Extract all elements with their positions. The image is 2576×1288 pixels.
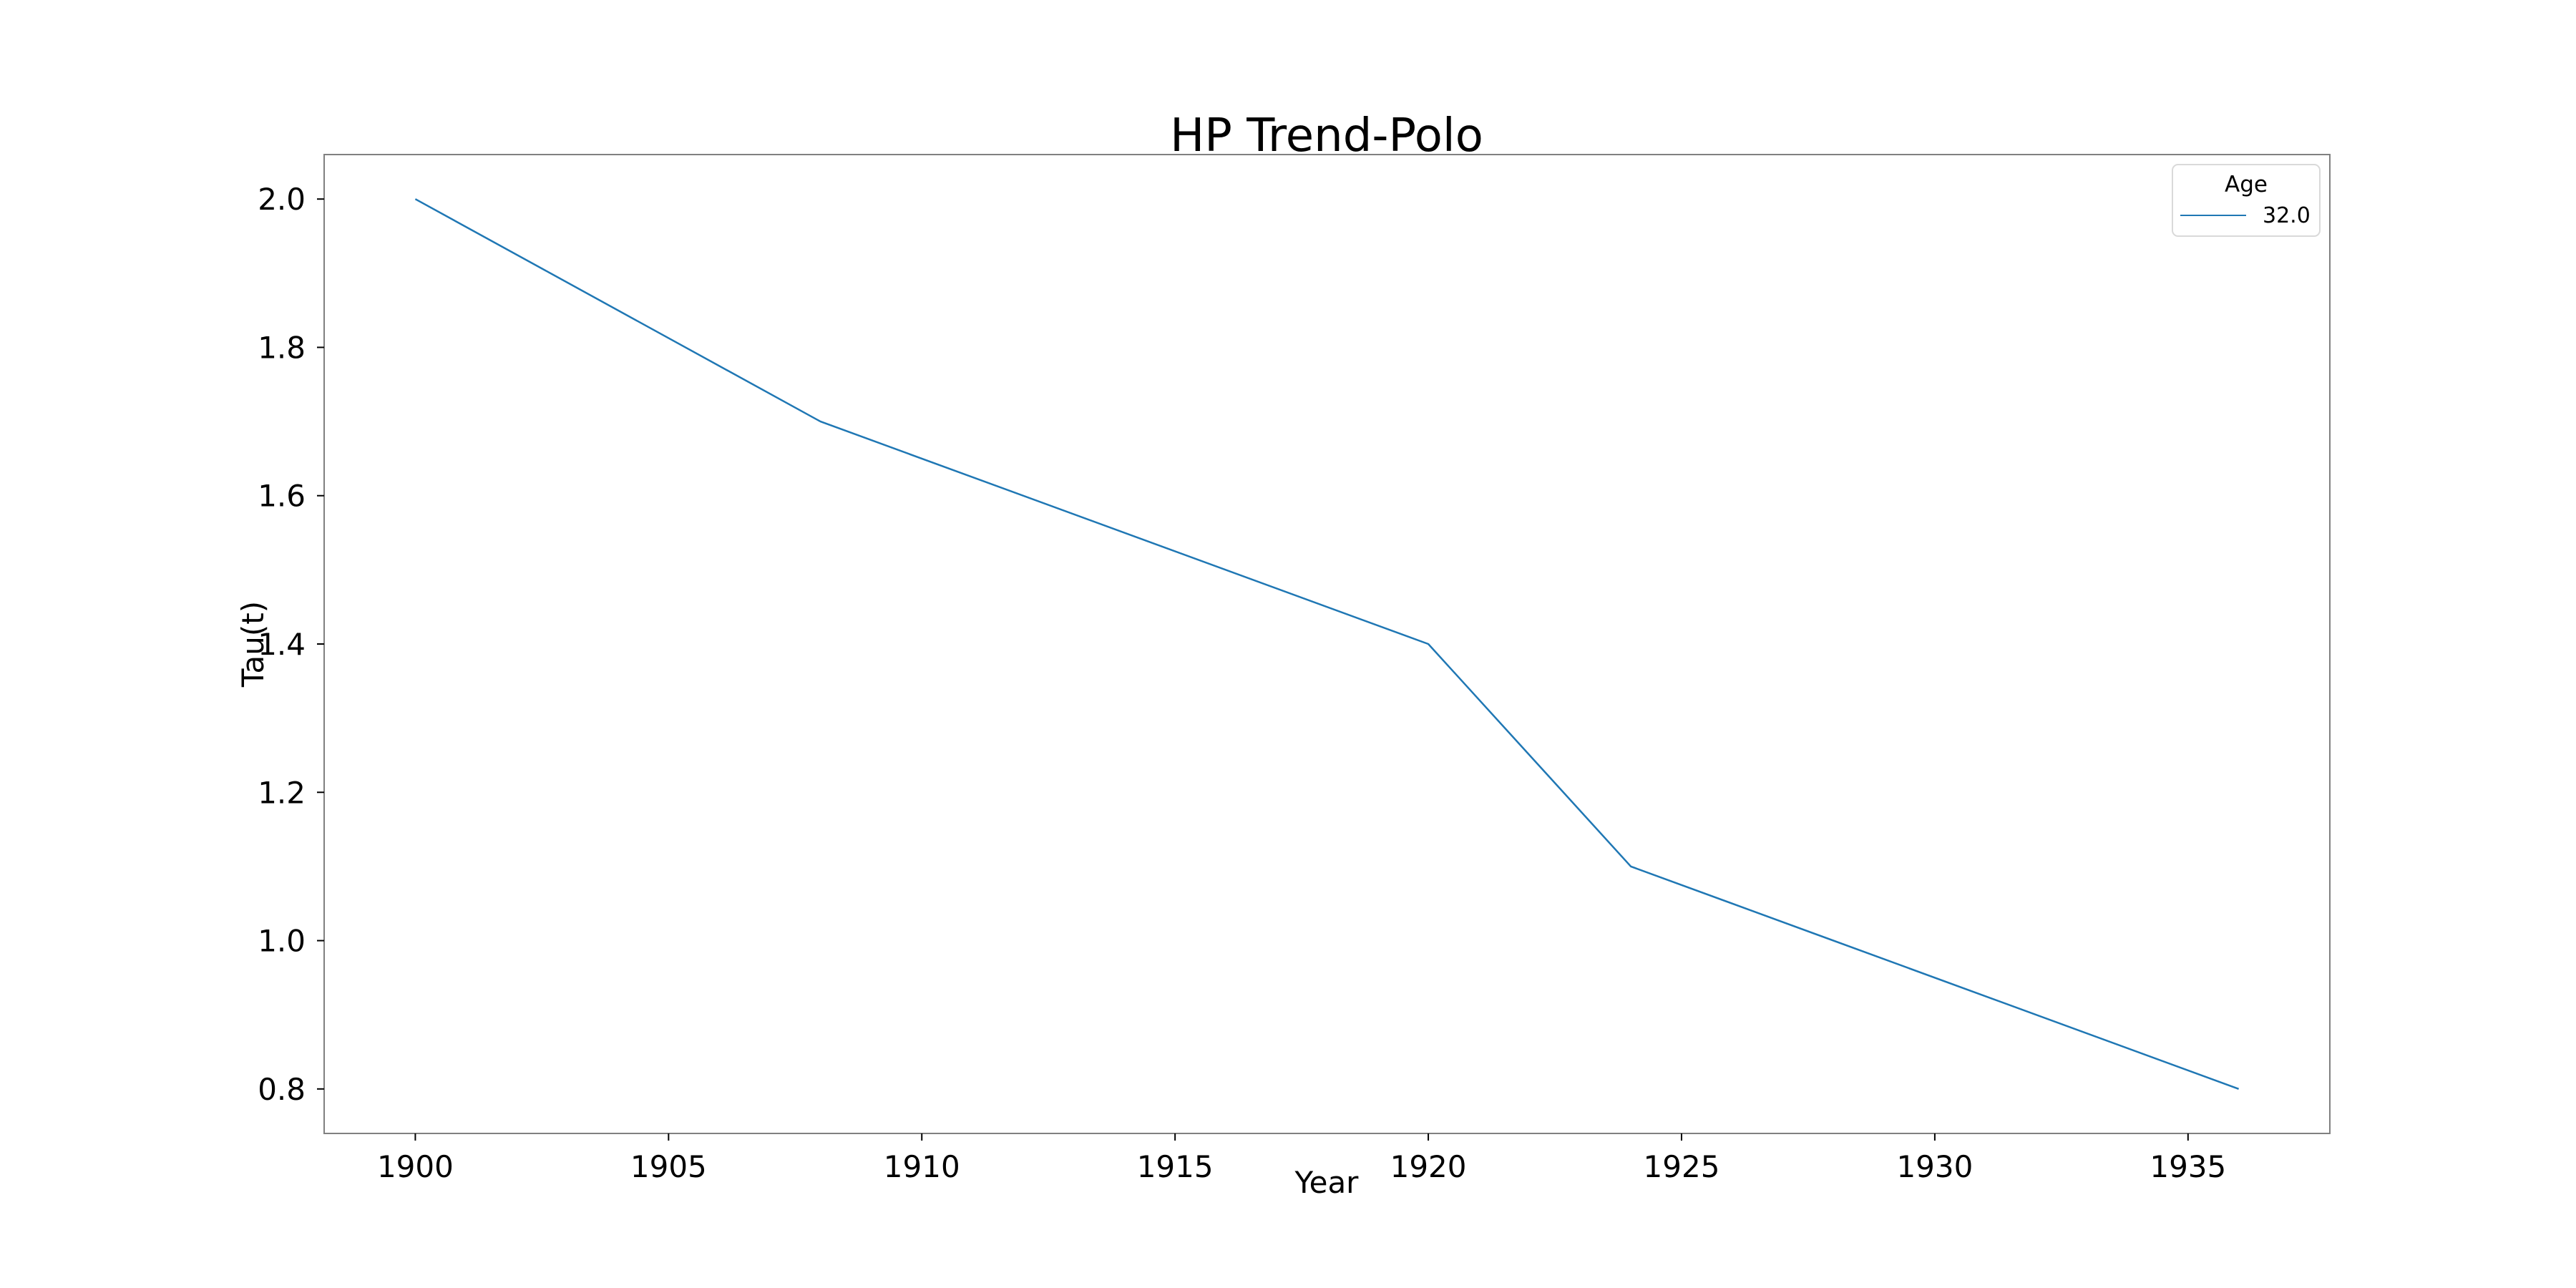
x-tick-label: 1900 (377, 1149, 454, 1184)
series-layer (414, 198, 2240, 1090)
y-axis-label: Tau(t) (235, 601, 270, 688)
series-line-0 (414, 198, 2240, 1090)
x-tick-label: 1930 (1896, 1149, 1973, 1184)
x-tick-label: 1910 (884, 1149, 960, 1184)
x-tick-label: 1925 (1644, 1149, 1720, 1184)
x-axis: 1900 1905 1910 1915 1920 1925 1930 1935 (377, 1133, 2226, 1184)
x-tick-label: 1905 (630, 1149, 707, 1184)
legend-series-label: 32.0 (2263, 203, 2311, 228)
legend-box (2172, 164, 2321, 237)
y-tick-label: 2.0 (258, 182, 306, 217)
legend-title: Age (2225, 172, 2268, 197)
y-tick-label: 1.8 (258, 330, 306, 365)
y-tick-label: 1.2 (258, 775, 306, 810)
y-tick-label: 1.4 (258, 627, 306, 662)
y-tick-label: 1.0 (258, 924, 306, 959)
legend: Age 32.0 (2172, 164, 2321, 237)
y-tick-label: 0.8 (258, 1072, 306, 1107)
x-tick-label: 1915 (1137, 1149, 1214, 1184)
x-axis-label: Year (1294, 1165, 1360, 1200)
y-tick-label: 1.6 (258, 479, 306, 514)
chart-title: HP Trend-Polo (1170, 109, 1483, 162)
x-tick-label: 1935 (2150, 1149, 2226, 1184)
x-tick-label: 1920 (1390, 1149, 1467, 1184)
y-axis: 0.8 1.0 1.2 1.4 1.6 1.8 2.0 (258, 182, 324, 1107)
